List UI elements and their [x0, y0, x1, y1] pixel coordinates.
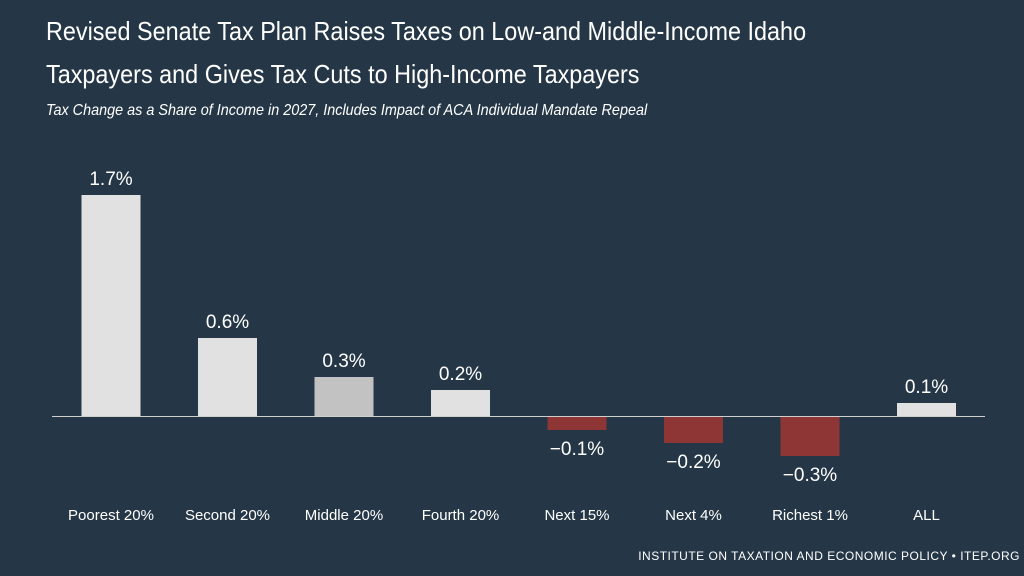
value-label-next-15-pct: −0.1%	[550, 439, 605, 460]
category-label-all: ALL	[913, 507, 940, 524]
bar-next-4-pct	[664, 417, 723, 443]
chart-title: Revised Senate Tax Plan Raises Taxes on …	[46, 16, 807, 89]
bar-all	[897, 403, 956, 416]
category-label-middle-20-pct: Middle 20%	[305, 507, 383, 524]
bar-next-15-pct	[547, 417, 607, 430]
category-labels-group: Poorest 20% Second 20% Middle 20% Fourth 20…	[68, 507, 940, 524]
source-credit: INSTITUTE ON TAXATION AND ECONOMIC POLIC…	[638, 549, 1020, 563]
chart-subtitle: Tax Change as a Share of Income in 2027,…	[46, 102, 648, 119]
category-label-next-4-pct: Next 4%	[665, 507, 722, 524]
category-label-next-15-pct: Next 15%	[544, 507, 609, 524]
category-label-second-20-pct: Second 20%	[185, 507, 270, 524]
category-label-richest-1-pct: Richest 1%	[772, 507, 848, 524]
value-label-poorest-20-pct: 1.7%	[89, 169, 132, 190]
bar-middle-20-pct	[314, 377, 374, 416]
value-label-next-4-pct: −0.2%	[666, 452, 721, 473]
value-label-middle-20-pct: 0.3%	[322, 351, 365, 372]
value-label-all: 0.1%	[905, 377, 948, 398]
bar-richest-1-pct	[780, 417, 840, 456]
bars-group	[81, 195, 956, 456]
bar-poorest-20-pct	[81, 195, 141, 416]
category-label-poorest-20-pct: Poorest 20%	[68, 507, 154, 524]
value-label-second-20-pct: 0.6%	[206, 312, 249, 333]
value-label-richest-1-pct: −0.3%	[783, 465, 838, 486]
bar-fourth-20-pct	[431, 390, 490, 416]
bar-second-20-pct	[198, 338, 257, 416]
category-label-fourth-20-pct: Fourth 20%	[422, 507, 500, 524]
value-label-fourth-20-pct: 0.2%	[439, 364, 482, 385]
value-labels-group: 1.7% 0.6% 0.3% 0.2% −0.1% −0.2% −0.3% 0.1%	[89, 169, 948, 486]
